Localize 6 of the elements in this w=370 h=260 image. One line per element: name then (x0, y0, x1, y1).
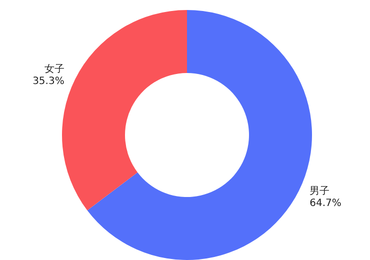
data-label: 35.3% (32, 76, 64, 87)
donut-slice (87, 10, 312, 260)
data-label: 64.7% (310, 198, 342, 210)
slice-label: 男子 (310, 186, 330, 198)
slice-label: 女子 (44, 62, 64, 75)
donut-slice (62, 10, 187, 210)
